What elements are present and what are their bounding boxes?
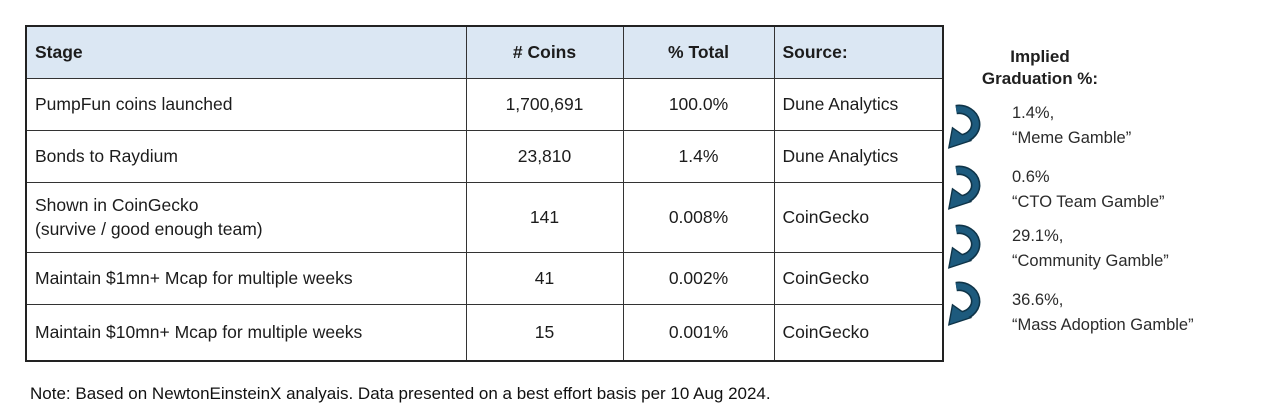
col-header-source: Source: bbox=[773, 25, 944, 79]
cell-source: CoinGecko bbox=[773, 251, 944, 305]
cell-stage: Bonds to Raydium bbox=[25, 129, 467, 183]
curved-arrow-icon bbox=[947, 99, 989, 153]
cell-stage: PumpFun coins launched bbox=[25, 77, 467, 131]
graduation-item: 29.1%, “Community Gamble” bbox=[1012, 224, 1262, 274]
graduation-funnel-table: Stage # Coins % Total Source: PumpFun co… bbox=[25, 25, 944, 362]
cell-stage: Maintain $10mn+ Mcap for multiple weeks bbox=[25, 303, 467, 362]
graduation-item: 0.6% “CTO Team Gamble” bbox=[1012, 165, 1262, 215]
cell-coins: 23,810 bbox=[465, 129, 624, 183]
graduation-pct: 1.4%, bbox=[1012, 104, 1055, 122]
graduation-pct: 0.6% bbox=[1012, 168, 1050, 186]
table-header-row: Stage # Coins % Total Source: bbox=[25, 25, 944, 79]
graduation-item: 36.6%, “Mass Adoption Gamble” bbox=[1012, 288, 1262, 338]
cell-pct: 0.008% bbox=[622, 181, 775, 253]
table-row: Maintain $1mn+ Mcap for multiple weeks 4… bbox=[25, 251, 944, 305]
table-row: Shown in CoinGecko (survive / good enoug… bbox=[25, 181, 944, 253]
table-row: Maintain $10mn+ Mcap for multiple weeks … bbox=[25, 303, 944, 362]
implied-graduation-title: Implied Graduation %: bbox=[981, 47, 1099, 88]
cell-source: Dune Analytics bbox=[773, 77, 944, 131]
cell-stage: Shown in CoinGecko (survive / good enoug… bbox=[25, 181, 467, 253]
col-header-pct: % Total bbox=[622, 25, 775, 79]
footnote: Note: Based on NewtonEinsteinX analyais.… bbox=[30, 384, 771, 403]
cell-pct: 0.002% bbox=[622, 251, 775, 305]
graduation-label: “Mass Adoption Gamble” bbox=[1012, 316, 1194, 334]
cell-source: Dune Analytics bbox=[773, 129, 944, 183]
curved-arrow-icon bbox=[947, 219, 989, 273]
graduation-pct: 29.1%, bbox=[1012, 227, 1064, 245]
col-header-stage: Stage bbox=[25, 25, 467, 79]
graduation-pct: 36.6%, bbox=[1012, 291, 1064, 309]
cell-coins: 41 bbox=[465, 251, 624, 305]
table-row: PumpFun coins launched 1,700,691 100.0% … bbox=[25, 77, 944, 131]
graduation-label: “Meme Gamble” bbox=[1012, 129, 1132, 147]
graduation-label: “CTO Team Gamble” bbox=[1012, 193, 1165, 211]
curved-arrow-icon bbox=[947, 276, 989, 330]
cell-stage: Maintain $1mn+ Mcap for multiple weeks bbox=[25, 251, 467, 305]
cell-pct: 1.4% bbox=[622, 129, 775, 183]
cell-source: CoinGecko bbox=[773, 303, 944, 362]
cell-coins: 1,700,691 bbox=[465, 77, 624, 131]
cell-source: CoinGecko bbox=[773, 181, 944, 253]
cell-coins: 15 bbox=[465, 303, 624, 362]
cell-coins: 141 bbox=[465, 181, 624, 253]
graduation-item: 1.4%, “Meme Gamble” bbox=[1012, 101, 1262, 151]
table-row: Bonds to Raydium 23,810 1.4% Dune Analyt… bbox=[25, 129, 944, 183]
cell-pct: 0.001% bbox=[622, 303, 775, 362]
col-header-coins: # Coins bbox=[465, 25, 624, 79]
graduation-label: “Community Gamble” bbox=[1012, 252, 1169, 270]
cell-pct: 100.0% bbox=[622, 77, 775, 131]
curved-arrow-icon bbox=[947, 160, 989, 214]
